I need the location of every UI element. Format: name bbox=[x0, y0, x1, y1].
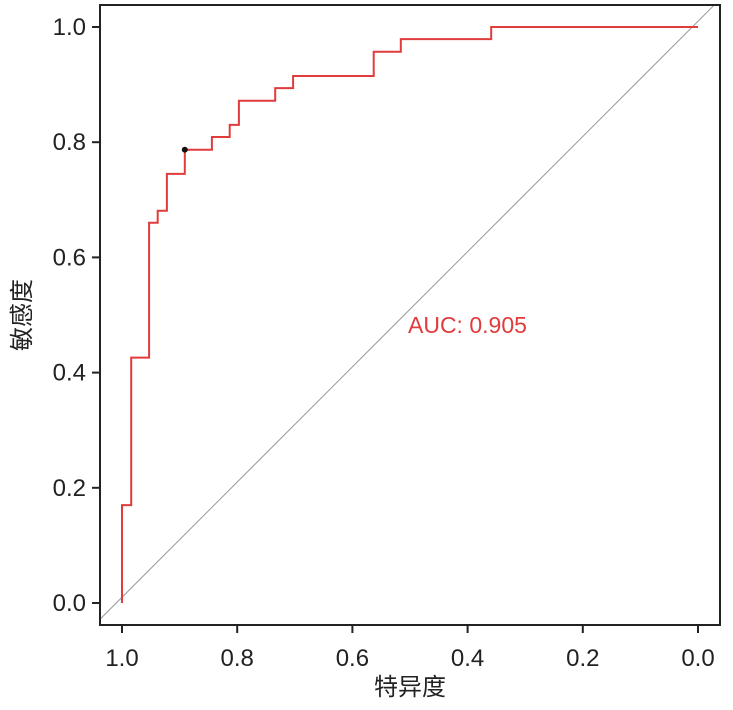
y-axis-label: 敏感度 bbox=[9, 279, 36, 351]
y-tick-label: 0.8 bbox=[53, 129, 86, 156]
x-tick-label: 0.8 bbox=[221, 645, 254, 672]
auc-annotation: AUC: 0.905 bbox=[408, 312, 527, 338]
y-tick-label: 0.4 bbox=[53, 360, 86, 387]
y-tick-label: 0.6 bbox=[53, 244, 86, 271]
best-threshold-point bbox=[181, 146, 188, 153]
y-tick-label: 1.0 bbox=[53, 14, 86, 41]
reference-diagonal-line bbox=[100, 5, 715, 620]
x-tick-label: 0.4 bbox=[451, 645, 484, 672]
x-tick-label: 0.0 bbox=[681, 645, 714, 672]
x-tick-label: 0.6 bbox=[336, 645, 369, 672]
plot-frame bbox=[99, 4, 721, 626]
y-tick-label: 0.2 bbox=[53, 475, 86, 502]
x-tick-label: 1.0 bbox=[105, 645, 138, 672]
y-tick-label: 0.0 bbox=[53, 590, 86, 617]
roc-curve-line bbox=[121, 26, 698, 603]
x-tick-label: 0.2 bbox=[566, 645, 599, 672]
x-axis-label: 特异度 bbox=[374, 674, 446, 701]
